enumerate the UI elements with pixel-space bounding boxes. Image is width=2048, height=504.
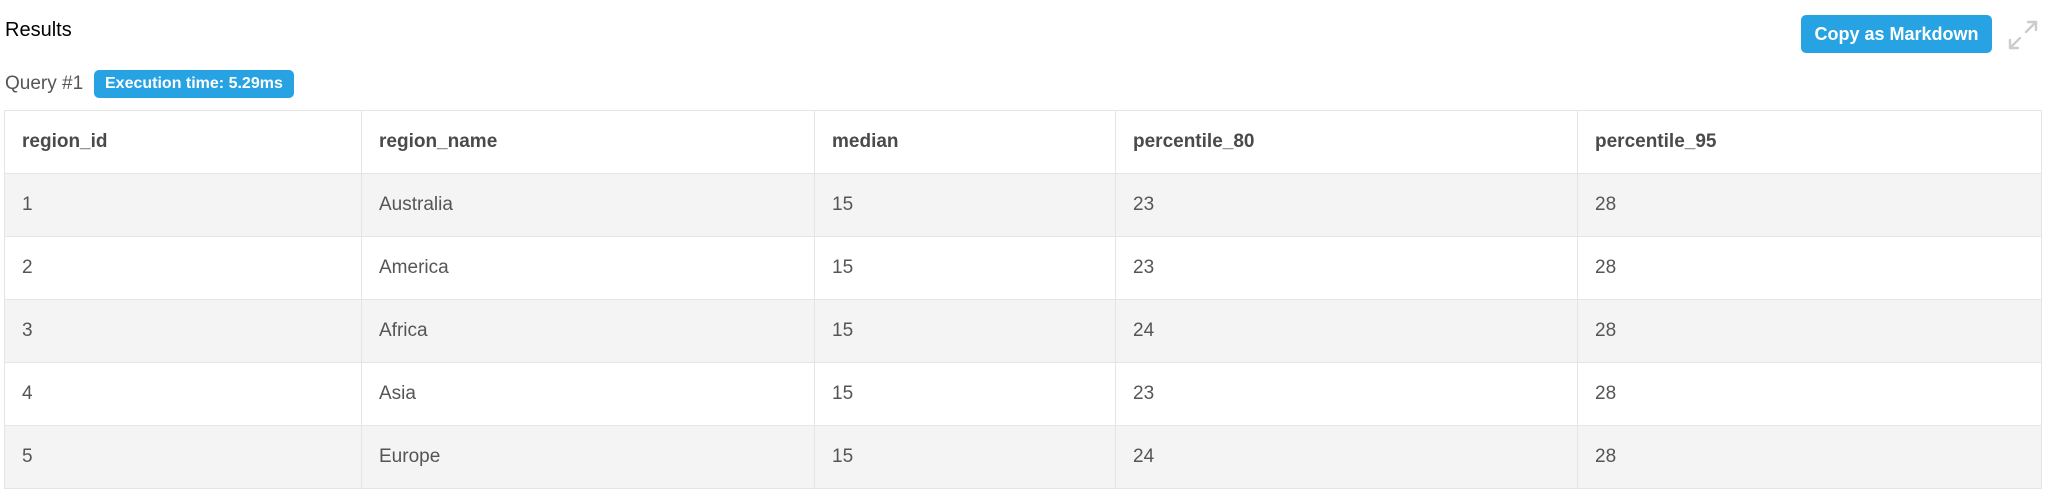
table-cell: 24	[1115, 299, 1578, 363]
table-cell: America	[361, 236, 815, 300]
query-label: Query #1	[5, 73, 84, 94]
table-row: 1 Australia 15 23 28	[4, 173, 2042, 237]
table-cell: 5	[4, 425, 362, 489]
table-cell: 28	[1577, 425, 2042, 489]
table-cell: 23	[1115, 236, 1578, 300]
copy-as-markdown-button[interactable]: Copy as Markdown	[1801, 15, 1992, 53]
table-cell: 28	[1577, 173, 2042, 237]
table-cell: Australia	[361, 173, 815, 237]
table-cell: 23	[1115, 173, 1578, 237]
column-header: region_name	[361, 110, 815, 174]
table-row: 5 Europe 15 24 28	[4, 425, 2042, 489]
table-cell: 15	[814, 362, 1116, 426]
table-row: 4 Asia 15 23 28	[4, 362, 2042, 426]
column-header: median	[814, 110, 1116, 174]
table-cell: 28	[1577, 299, 2042, 363]
column-header: percentile_95	[1577, 110, 2042, 174]
table-cell: 15	[814, 173, 1116, 237]
results-table: region_id region_name median percentile_…	[4, 110, 2042, 489]
table-row: 2 America 15 23 28	[4, 236, 2042, 300]
table-cell: Europe	[361, 425, 815, 489]
column-header: percentile_80	[1115, 110, 1578, 174]
table-cell: 24	[1115, 425, 1578, 489]
table-cell: 23	[1115, 362, 1578, 426]
table-cell: 28	[1577, 362, 2042, 426]
table-cell: Africa	[361, 299, 815, 363]
column-header: region_id	[4, 110, 362, 174]
table-header-row: region_id region_name median percentile_…	[4, 110, 2042, 174]
table-cell: Asia	[361, 362, 815, 426]
table-cell: 3	[4, 299, 362, 363]
table-cell: 1	[4, 173, 362, 237]
results-title: Results	[5, 19, 72, 41]
table-cell: 15	[814, 425, 1116, 489]
table-cell: 4	[4, 362, 362, 426]
table-cell: 2	[4, 236, 362, 300]
table-cell: 15	[814, 299, 1116, 363]
table-row: 3 Africa 15 24 28	[4, 299, 2042, 363]
table-cell: 15	[814, 236, 1116, 300]
expand-icon[interactable]	[2006, 18, 2040, 52]
table-cell: 28	[1577, 236, 2042, 300]
execution-time-badge: Execution time: 5.29ms	[94, 70, 294, 98]
